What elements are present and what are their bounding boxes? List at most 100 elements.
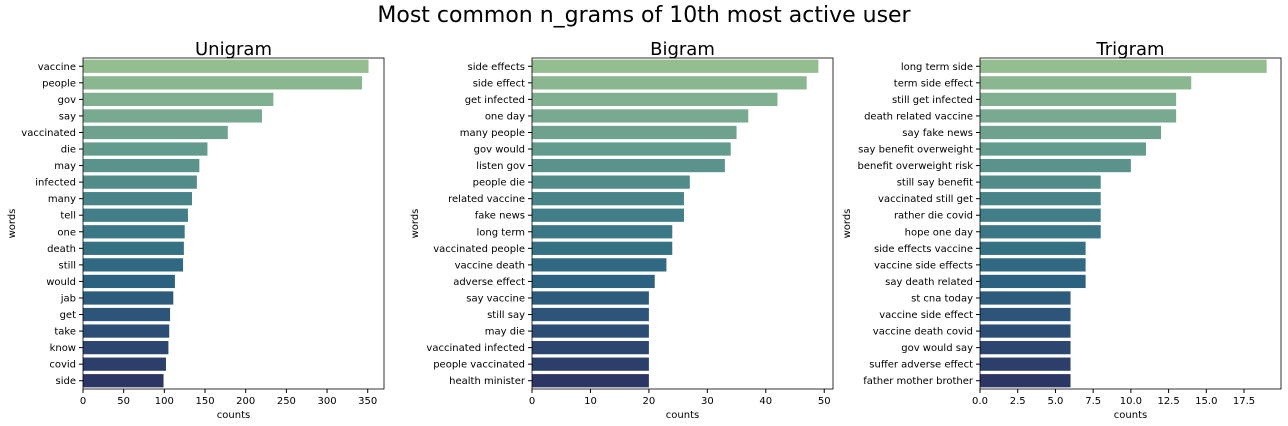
bar [532,374,649,388]
bar [980,324,1071,338]
bar [83,175,197,189]
x-tick-label: 0 [529,396,535,407]
y-tick-label: say vaccine [466,293,525,304]
y-tick-label: still [59,260,76,271]
x-tick-label: 10 [584,396,597,407]
y-tick-label: death related vaccine [864,111,973,122]
bar [980,208,1101,222]
bar [532,92,778,106]
bar [532,142,731,156]
bar [980,225,1101,239]
y-tick-label: many people [460,128,525,139]
bar [83,92,274,106]
y-tick-label: vaccine side effects [874,260,973,271]
y-tick-label: get [60,310,77,321]
y-tick-label: infected [35,178,76,189]
bar [980,341,1071,355]
y-tick-label: benefit overweight risk [858,161,974,172]
bar [83,241,184,255]
y-tick-label: hope one day [905,227,973,238]
y-tick-label: say fake news [902,128,973,139]
y-tick-label: may die [485,327,525,338]
bar [980,307,1071,322]
bar [83,307,171,322]
y-tick-label: say benefit overweight [858,145,973,156]
bar [83,208,188,222]
bar [980,175,1101,189]
y-tick-label: tell [60,211,76,222]
x-axis-label: counts [217,410,250,421]
chart-title: Trigram [1095,39,1164,60]
bar [83,274,175,289]
bar [980,374,1071,388]
y-tick-label: related vaccine [448,194,525,205]
bar [532,341,649,355]
y-tick-label: listen gov [476,161,525,172]
x-tick-label: 200 [236,396,255,407]
y-tick-label: people [42,78,76,89]
y-tick-label: long term side [901,62,973,73]
chart-title: Unigram [195,39,272,60]
bar [83,357,166,371]
x-tick-label: 5.0 [1047,396,1063,407]
x-tick-label: 100 [155,396,174,407]
x-tick-label: 40 [759,396,772,407]
y-tick-label: vaccinated [21,128,76,139]
bar [532,109,749,123]
axes-frame [82,57,385,390]
y-tick-label: gov would [474,145,525,156]
bar [83,158,200,173]
bar [980,92,1177,106]
y-tick-label: covid [49,360,76,371]
y-tick-label: vaccine [38,62,76,73]
bar [980,357,1071,371]
x-tick-label: 2.5 [1010,396,1026,407]
y-tick-label: know [50,343,76,354]
chart-trigram: long term side term side effect still get … [842,39,1282,421]
y-tick-label: die [61,145,76,156]
bar [83,374,164,388]
y-tick-label: say death related [885,277,973,288]
y-tick-label: father mother brother [863,376,974,387]
x-tick-label: 30 [701,396,714,407]
x-tick-label: 50 [818,396,831,407]
bar [83,324,170,338]
y-tick-label: gov would say [901,343,973,354]
y-tick-label: still say benefit [897,178,973,189]
y-tick-label: may [54,161,76,172]
bar [532,307,649,322]
axes-frame [979,57,1282,390]
y-tick-label: health minister [449,376,526,387]
y-tick-label: jab [60,293,76,304]
y-tick-label: vaccinated still get [878,194,973,205]
figure-title: Most common n_grams of 10th most active … [377,3,911,28]
bar [532,208,684,222]
y-tick-label: side effects vaccine [874,244,973,255]
bar [83,258,184,272]
x-tick-label: 15.0 [1195,396,1217,407]
y-tick-label: say [59,111,76,122]
y-tick-label: still get infected [892,95,973,106]
y-tick-label: side effects [468,62,526,73]
bar [532,241,673,255]
y-tick-label: fake news [475,211,525,222]
bar [83,341,169,355]
y-tick-label: would [46,277,76,288]
bar [980,109,1177,123]
bar [980,241,1086,255]
x-tick-label: 17.5 [1233,396,1255,407]
bar [532,274,655,289]
bar [980,142,1146,156]
y-tick-label: one [57,227,76,238]
y-tick-label: side [56,376,77,387]
y-tick-label: term side effect [894,78,973,89]
bar [532,258,667,272]
bar [980,158,1131,173]
y-axis-label: words [410,209,421,239]
y-tick-label: vaccine side effect [879,310,973,321]
y-tick-label: st cna today [911,293,973,304]
y-axis-label: words [842,209,853,239]
bar [532,192,684,206]
bar [83,109,262,123]
